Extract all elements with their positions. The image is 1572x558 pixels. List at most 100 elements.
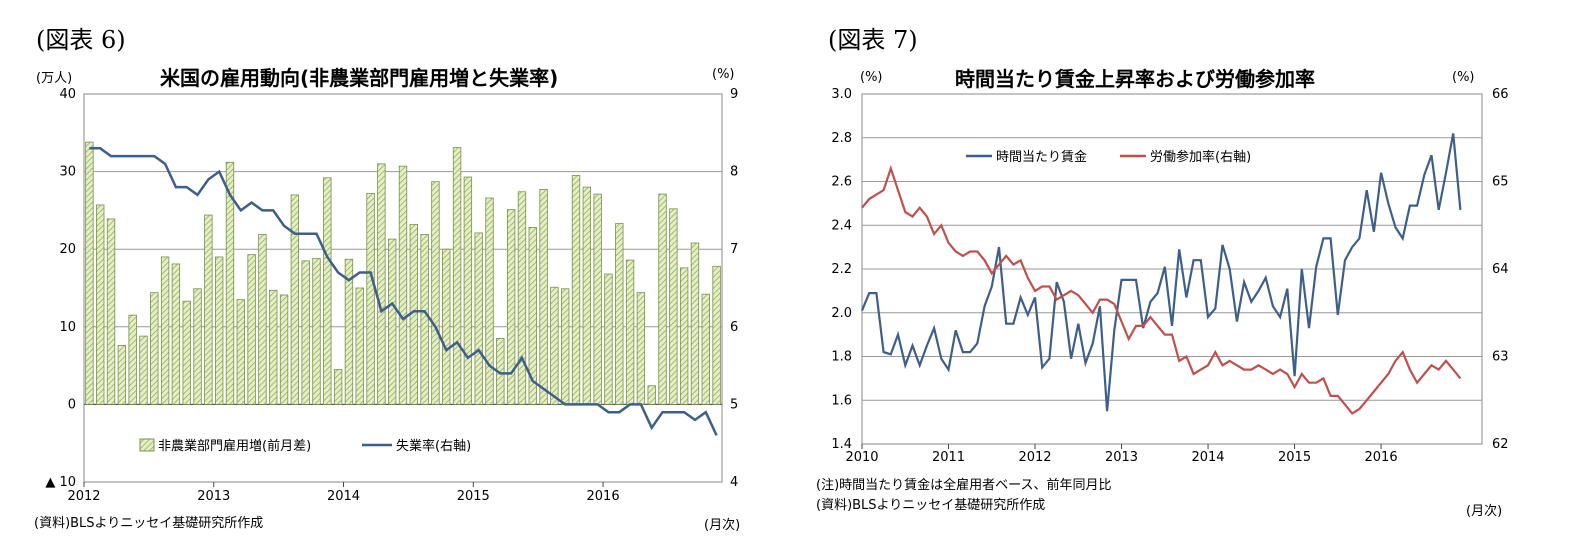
c1-bar xyxy=(647,385,656,405)
c1-bar xyxy=(301,260,310,405)
c1-bar xyxy=(463,176,473,405)
c2-y-left-tick: 2.6 xyxy=(831,175,852,190)
c2-legend-wage-label: 時間当たり賃金 xyxy=(996,149,1087,165)
c2-x-tick: 2015 xyxy=(1278,450,1311,465)
c1-bar xyxy=(398,165,408,405)
c2-line-participation xyxy=(861,164,1462,415)
c1-bar xyxy=(615,223,624,405)
c2-y-left-tick: 2.4 xyxy=(831,218,852,233)
c2-x-tick: 2014 xyxy=(1191,450,1224,465)
c1-bar xyxy=(506,209,516,405)
c1-bar xyxy=(420,234,429,405)
c1-bar xyxy=(160,256,170,405)
c1-bar xyxy=(366,192,375,405)
c1-title: 米国の雇用動向(非農業部門雇用増と失業率) xyxy=(160,66,559,90)
c1-bar xyxy=(539,189,548,405)
c1-y-left-tick: 10 xyxy=(59,320,76,335)
c1-right-unit: (%) xyxy=(712,67,735,82)
chart-employment: 40 9 30 8 20 7 10 6 0 5 ▲ 10 4 2012 2013 2014 2015 2016 非… xyxy=(45,87,738,504)
c1-bar xyxy=(355,287,364,405)
c1-y-left-tick: 40 xyxy=(59,87,76,102)
c1-bar xyxy=(236,299,245,405)
c1-bar xyxy=(701,293,710,405)
c2-x-tick: 2011 xyxy=(932,450,965,465)
c1-bar xyxy=(117,345,127,405)
c1-bar xyxy=(485,197,494,405)
c1-bar xyxy=(690,242,700,405)
c2-note: (注)時間当たり賃金は全雇用者ベース、前年同月比 xyxy=(816,478,1112,493)
c1-y-left-tick: 30 xyxy=(59,165,76,180)
c2-right-unit: (%) xyxy=(1452,70,1475,85)
c2-y-left-tick: 1.4 xyxy=(831,437,852,452)
c1-bar xyxy=(669,208,678,405)
figure-label-7: (図表 7) xyxy=(828,26,918,54)
c1-bar xyxy=(333,369,343,405)
c1-y-right-tick: 6 xyxy=(730,320,738,335)
c1-bar xyxy=(128,314,137,405)
c2-line-hourly-wage xyxy=(860,133,1462,412)
c2-y-left-tick: 3.0 xyxy=(831,87,852,102)
c1-bar xyxy=(258,234,267,405)
c1-bar xyxy=(517,191,527,405)
c1-y-right-tick: 8 xyxy=(730,165,738,180)
c1-y-left-tick: 0 xyxy=(68,397,76,412)
c1-bar xyxy=(593,193,602,405)
c1-x-tick: 2014 xyxy=(327,489,360,504)
c1-bar xyxy=(550,286,559,405)
c1-x-tick: 2016 xyxy=(587,489,620,504)
c1-bar xyxy=(139,335,148,405)
c1-bar xyxy=(225,161,235,405)
c1-bar xyxy=(561,288,570,405)
c1-bar xyxy=(214,256,224,405)
c2-y-right-tick: 62 xyxy=(1492,437,1509,452)
c1-legend-line-label: 失業率(右軸) xyxy=(396,438,471,454)
c1-x-tick: 2015 xyxy=(457,489,490,504)
c1-bar xyxy=(85,141,94,405)
c2-source: (資料)BLSよりニッセイ基礎研究所作成 xyxy=(816,498,1046,513)
c2-legend-part-label: 労働参加率(右軸) xyxy=(1150,149,1251,165)
c1-bar xyxy=(474,232,483,405)
c1-bar xyxy=(582,186,592,405)
c2-x-tick: 2013 xyxy=(1105,450,1138,465)
c1-y-right-tick: 9 xyxy=(730,87,738,102)
c1-bar xyxy=(247,254,256,405)
c2-y-right-tick: 64 xyxy=(1492,262,1509,277)
c2-y-right-tick: 66 xyxy=(1492,87,1509,102)
c2-x-tick: 2012 xyxy=(1018,450,1051,465)
c2-plot-area xyxy=(861,93,1483,445)
c1-plot-area xyxy=(83,93,723,483)
c2-title: 時間当たり賃金上昇率および労働参加率 xyxy=(955,67,1315,91)
c1-legend-bar-swatch xyxy=(139,438,155,452)
c1-y-left-tick: 20 xyxy=(59,242,76,257)
c1-bar xyxy=(182,300,191,405)
c2-y-left-tick: 2.0 xyxy=(831,306,852,321)
c1-bar xyxy=(96,204,105,405)
c1-bar xyxy=(269,289,278,405)
c2-y-left-tick: 2.2 xyxy=(831,262,852,277)
c2-y-left-tick: 1.6 xyxy=(831,393,852,408)
c2-left-unit: (%) xyxy=(860,70,883,85)
c1-bar xyxy=(388,238,397,405)
c1-bar xyxy=(344,258,354,405)
c2-x-tick: 2016 xyxy=(1365,450,1398,465)
c1-x-unit: (月次) xyxy=(704,518,741,533)
c1-bar xyxy=(312,258,321,405)
c1-bar xyxy=(150,292,159,405)
c1-y-right-tick: 4 xyxy=(730,475,738,490)
c1-y-left-tick: ▲ 10 xyxy=(45,475,76,490)
c1-bar xyxy=(528,227,537,405)
c1-y-right-tick: 5 xyxy=(730,397,738,412)
c1-legend-bar-label: 非農業部門雇用増(前月差) xyxy=(158,438,311,454)
c1-bar xyxy=(204,214,213,405)
c1-bar xyxy=(290,194,300,405)
c1-line-unemployment xyxy=(89,147,718,436)
c2-y-left-tick: 1.8 xyxy=(831,350,852,365)
c1-bar xyxy=(636,292,646,405)
c1-bar xyxy=(193,288,202,405)
c1-bar xyxy=(442,248,451,405)
c1-bar xyxy=(452,147,462,405)
c1-bar xyxy=(279,294,289,405)
c2-x-tick: 2010 xyxy=(845,450,878,465)
c2-x-unit: (月次) xyxy=(1466,504,1503,519)
c1-y-right-tick: 7 xyxy=(730,242,738,257)
